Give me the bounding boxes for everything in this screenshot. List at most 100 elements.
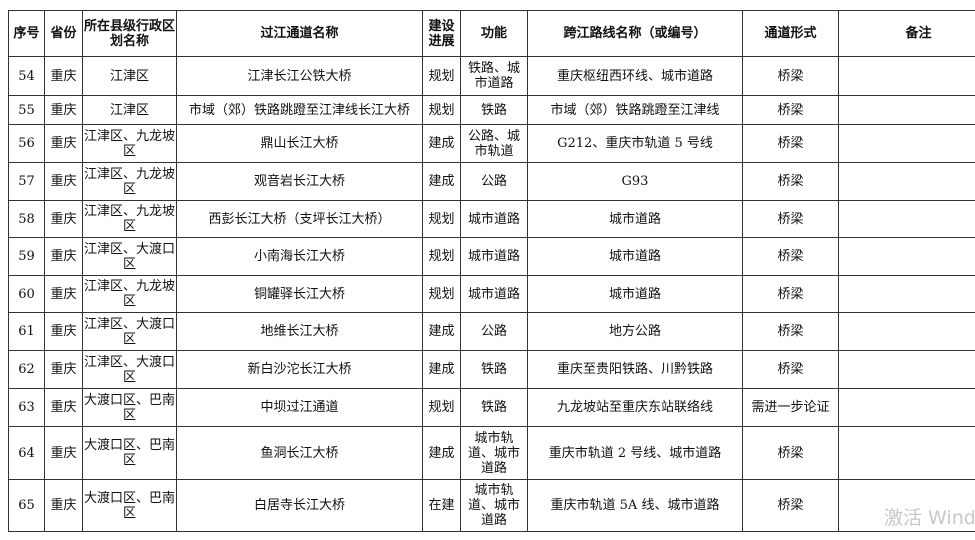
province-cell: 重庆 <box>44 388 83 427</box>
route-name-cell: 城市道路 <box>527 275 743 313</box>
row-number-cell: 59 <box>8 237 45 276</box>
table-row: 57 重庆 江津区、九龙坡区 观音岩长江大桥 建成 公路 G93 桥梁 <box>8 162 975 201</box>
crossing-name-cell: 江津长江公铁大桥 <box>176 56 423 96</box>
province-cell: 重庆 <box>44 124 83 163</box>
column-header: 所在县级行政区划名称 <box>82 10 177 57</box>
function-cell: 公路 <box>460 162 528 201</box>
route-name-cell: 市域（郊）铁路跳蹬至江津线 <box>527 95 743 125</box>
crossing-name-cell: 西彭长江大桥（支坪长江大桥） <box>176 200 423 238</box>
table-row: 58 重庆 江津区、九龙坡区 西彭长江大桥（支坪长江大桥） 规划 城市道路 城市道路 桥梁 <box>8 200 975 238</box>
row-number-cell: 58 <box>8 200 45 238</box>
function-cell: 城市轨道、城市道路 <box>460 426 528 480</box>
column-header: 跨江路线名称（或编号） <box>527 10 743 57</box>
function-cell: 铁路 <box>460 350 528 389</box>
function-cell: 铁路 <box>460 388 528 427</box>
remarks-cell <box>838 479 975 532</box>
route-name-cell: G212、重庆市轨道 5 号线 <box>527 124 743 163</box>
row-number-cell: 60 <box>8 275 45 313</box>
crossing-type-cell: 桥梁 <box>742 162 839 201</box>
row-number-cell: 63 <box>8 388 45 427</box>
row-number-cell: 57 <box>8 162 45 201</box>
county-district-cell: 江津区、九龙坡区 <box>82 275 177 313</box>
county-district-cell: 大渡口区、巴南区 <box>82 388 177 427</box>
construction-status-cell: 在建 <box>422 479 461 532</box>
row-number-cell: 56 <box>8 124 45 163</box>
table-row: 65 重庆 大渡口区、巴南区 白居寺长江大桥 在建 城市轨道、城市道路 重庆市轨道 5A 线… <box>8 479 975 532</box>
header-row: 序号 省份 所在县级行政区划名称 过江通道名称 建设进展 功能 跨江路线名称（或编号） 通道形… <box>8 10 975 57</box>
county-district-cell: 江津区、九龙坡区 <box>82 124 177 163</box>
county-district-cell: 江津区、大渡口区 <box>82 237 177 276</box>
construction-status-cell: 规划 <box>422 56 461 96</box>
table-row: 54 重庆 江津区 江津长江公铁大桥 规划 铁路、城市道路 重庆枢纽西环线、城市道路 桥梁 <box>8 56 975 96</box>
province-cell: 重庆 <box>44 426 83 480</box>
table-row: 59 重庆 江津区、大渡口区 小南海长江大桥 规划 城市道路 城市道路 桥梁 <box>8 237 975 276</box>
crossing-type-cell: 桥梁 <box>742 479 839 532</box>
route-name-cell: 重庆市轨道 2 号线、城市道路 <box>527 426 743 480</box>
function-cell: 城市道路 <box>460 237 528 276</box>
remarks-cell <box>838 350 975 389</box>
row-number-cell: 54 <box>8 56 45 96</box>
construction-status-cell: 建成 <box>422 312 461 351</box>
crossing-type-cell: 桥梁 <box>742 237 839 276</box>
crossing-type-cell: 桥梁 <box>742 124 839 163</box>
crossing-type-cell: 桥梁 <box>742 95 839 125</box>
crossing-name-cell: 观音岩长江大桥 <box>176 162 423 201</box>
function-cell: 公路 <box>460 312 528 351</box>
table-row: 61 重庆 江津区、大渡口区 地维长江大桥 建成 公路 地方公路 桥梁 <box>8 312 975 351</box>
crossing-name-cell: 小南海长江大桥 <box>176 237 423 276</box>
table-row: 64 重庆 大渡口区、巴南区 鱼洞长江大桥 建成 城市轨道、城市道路 重庆市轨道 2 号线、… <box>8 426 975 480</box>
county-district-cell: 大渡口区、巴南区 <box>82 479 177 532</box>
route-name-cell: 九龙坡站至重庆东站联络线 <box>527 388 743 427</box>
remarks-cell <box>838 237 975 276</box>
column-header: 备注 <box>838 10 975 57</box>
remarks-cell <box>838 162 975 201</box>
row-number-cell: 55 <box>8 95 45 125</box>
construction-status-cell: 规划 <box>422 200 461 238</box>
column-header: 省份 <box>44 10 83 57</box>
construction-status-cell: 规划 <box>422 275 461 313</box>
crossing-type-cell: 桥梁 <box>742 312 839 351</box>
crossing-type-cell: 需进一步论证 <box>742 388 839 427</box>
function-cell: 铁路、城市道路 <box>460 56 528 96</box>
activation-watermark: 激活 Windows <box>884 507 975 529</box>
construction-status-cell: 规划 <box>422 388 461 427</box>
crossing-name-cell: 鼎山长江大桥 <box>176 124 423 163</box>
function-cell: 铁路 <box>460 95 528 125</box>
province-cell: 重庆 <box>44 56 83 96</box>
province-cell: 重庆 <box>44 275 83 313</box>
county-district-cell: 江津区 <box>82 95 177 125</box>
function-cell: 城市轨道、城市道路 <box>460 479 528 532</box>
table-row: 62 重庆 江津区、大渡口区 新白沙沱长江大桥 建成 铁路 重庆至贵阳铁路、川黔铁路 桥梁 <box>8 350 975 389</box>
crossing-type-cell: 桥梁 <box>742 350 839 389</box>
route-name-cell: 重庆市轨道 5A 线、城市道路 <box>527 479 743 532</box>
construction-status-cell: 规划 <box>422 95 461 125</box>
remarks-cell <box>838 200 975 238</box>
province-cell: 重庆 <box>44 312 83 351</box>
route-name-cell: 城市道路 <box>527 200 743 238</box>
row-number-cell: 64 <box>8 426 45 480</box>
function-cell: 城市道路 <box>460 275 528 313</box>
remarks-cell <box>838 312 975 351</box>
route-name-cell: 城市道路 <box>527 237 743 276</box>
route-name-cell: 重庆枢纽西环线、城市道路 <box>527 56 743 96</box>
county-district-cell: 江津区、九龙坡区 <box>82 200 177 238</box>
crossing-type-cell: 桥梁 <box>742 275 839 313</box>
construction-status-cell: 建成 <box>422 426 461 480</box>
table-row: 55 重庆 江津区 市域（郊）铁路跳蹬至江津线长江大桥 规划 铁路 市域（郊）铁路跳蹬至江津… <box>8 95 975 125</box>
crossing-name-cell: 白居寺长江大桥 <box>176 479 423 532</box>
route-name-cell: 重庆至贵阳铁路、川黔铁路 <box>527 350 743 389</box>
table-row: 63 重庆 大渡口区、巴南区 中坝过江通道 规划 铁路 九龙坡站至重庆东站联络线 需进一步论证 <box>8 388 975 427</box>
crossing-name-cell: 中坝过江通道 <box>176 388 423 427</box>
province-cell: 重庆 <box>44 237 83 276</box>
row-number-cell: 61 <box>8 312 45 351</box>
route-name-cell: G93 <box>527 162 743 201</box>
column-header: 建设进展 <box>422 10 461 57</box>
column-header: 序号 <box>8 10 45 57</box>
route-name-cell: 地方公路 <box>527 312 743 351</box>
column-header: 过江通道名称 <box>176 10 423 57</box>
crossing-name-cell: 新白沙沱长江大桥 <box>176 350 423 389</box>
remarks-cell <box>838 388 975 427</box>
table-row: 60 重庆 江津区、九龙坡区 铜罐驿长江大桥 规划 城市道路 城市道路 桥梁 <box>8 275 975 313</box>
crossing-name-cell: 鱼洞长江大桥 <box>176 426 423 480</box>
remarks-cell <box>838 426 975 480</box>
